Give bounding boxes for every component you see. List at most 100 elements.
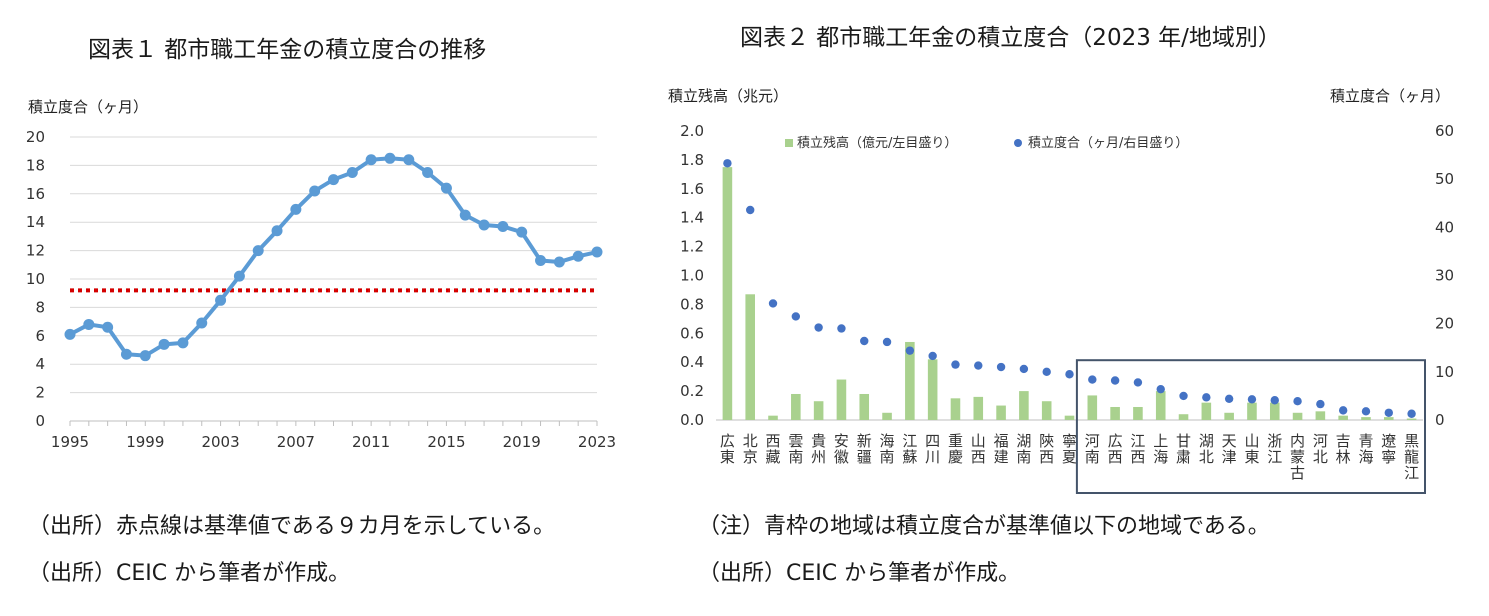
fig1-data-point <box>196 317 208 329</box>
fig1-series-line <box>69 156 598 358</box>
fig2-category-label: 内蒙古 <box>1290 432 1305 482</box>
fig1-data-point <box>535 255 547 267</box>
fig2-bar <box>859 393 870 420</box>
fig2-dot <box>1133 378 1143 387</box>
fig2-dot <box>1179 391 1188 401</box>
fig1-data-point <box>177 337 189 349</box>
fig2-legend-label-dot: 積立度合（ヶ月/右目盛り） <box>1028 135 1188 151</box>
fig2-category-label: 江西 <box>1130 432 1145 466</box>
fig1-data-point <box>440 182 452 194</box>
fig1-data-point <box>422 167 434 178</box>
fig2-left-tick-label: 0.0 <box>680 411 704 429</box>
fig2-category-label: 陝西 <box>1039 432 1054 466</box>
fig2-dot <box>928 351 937 361</box>
fig2-bar <box>1201 402 1212 420</box>
fig2-left-tick-label: 0.2 <box>680 382 704 400</box>
fig2-bar <box>1406 418 1417 420</box>
fig2-dot <box>996 362 1006 372</box>
fig1-y-tick-label: 6 <box>35 327 45 345</box>
fig1-data-point <box>139 350 151 362</box>
fig2-category-label: 湖南 <box>1016 432 1031 466</box>
fig1-x-tick-label: 1995 <box>51 433 89 451</box>
fig2-left-tick-label: 1.6 <box>680 180 704 198</box>
fig2-dot <box>1316 399 1325 409</box>
fig2-bar <box>1384 417 1394 420</box>
fig2-bar <box>950 398 961 420</box>
fig1-data-point <box>102 321 114 333</box>
fig2-category-label: 浙江 <box>1267 432 1282 466</box>
fig1-data-point <box>478 219 490 231</box>
fig2-bar <box>791 393 801 420</box>
fig2-category-label: 黒龍江 <box>1404 432 1419 482</box>
fig2-dot <box>1247 395 1257 404</box>
fig2-right-tick-label: 40 <box>1435 218 1454 236</box>
fig2-bar <box>836 379 847 420</box>
fig2-bar <box>905 341 915 420</box>
fig2-dot <box>974 361 983 370</box>
fig2-category-label: 広西 <box>1108 432 1123 466</box>
fig2-category-label: 海南 <box>880 432 895 466</box>
fig2-bar <box>882 412 892 420</box>
fig1-data-point <box>83 318 95 330</box>
fig1-x-tick-label: 2023 <box>578 433 616 451</box>
fig2-note-1: （注）青枠の地域は積立度合が基準値以下の地域である。 <box>698 514 1270 539</box>
fig1-line-chart: 積立度合（ヶ月） 0 2 4 6 8 10 12 14 16 18 20 1995 1999 2003 200… <box>26 98 616 451</box>
fig2-left-axis-label: 積立残高（兆元） <box>668 87 788 105</box>
fig2-dot <box>860 336 869 346</box>
fig2-category-label: 四川 <box>925 432 940 466</box>
fig2-title: 図表２ 都市職工年金の積立度合（2023 年/地域別） <box>740 25 1281 51</box>
fig2-category-label: 湖北 <box>1199 432 1214 466</box>
fig2-dot <box>1270 396 1279 405</box>
fig1-y-axis-label: 積立度合（ヶ月） <box>28 98 148 116</box>
fig2-bar <box>1247 402 1257 420</box>
fig1-data-point <box>252 245 264 257</box>
fig1-data-point <box>497 220 509 232</box>
fig2-category-label: 安徽 <box>834 432 849 466</box>
fig2-bar <box>1041 401 1052 420</box>
fig1-data-point <box>328 174 339 186</box>
fig1-y-tick-label: 14 <box>26 213 45 231</box>
fig2-right-tick-label: 60 <box>1435 122 1454 140</box>
fig1-data-point <box>403 154 415 166</box>
fig2-category-label: 遼寧 <box>1381 432 1396 466</box>
fig2-bar <box>1087 395 1098 420</box>
fig2-category-label: 江蘇 <box>902 432 917 466</box>
fig2-category-label: 河南 <box>1085 432 1100 466</box>
fig2-left-tick-label: 1.2 <box>680 238 704 256</box>
fig2-dot <box>723 159 732 168</box>
fig2-right-tick-label: 50 <box>1435 170 1454 188</box>
fig1-y-tick-label: 0 <box>35 412 45 430</box>
fig2-bar <box>996 405 1006 420</box>
fig2-bar <box>1133 406 1143 420</box>
fig1-data-point <box>271 225 283 237</box>
fig2-legend-swatch-dot <box>1014 139 1022 147</box>
fig2-bar <box>813 401 824 420</box>
fig1-data-point <box>591 246 603 258</box>
fig1-data-point <box>516 226 528 238</box>
fig1-data-point <box>365 154 377 166</box>
fig2-legend-label-bar: 積立残高（億元/左目盛り） <box>797 135 957 151</box>
fig2-category-label: 新疆 <box>857 432 872 466</box>
fig2-bar <box>1110 406 1120 420</box>
fig2-category-label: 重慶 <box>948 432 963 466</box>
fig2-category-label: 天津 <box>1222 432 1237 466</box>
fig1-y-tick-label: 16 <box>26 185 45 203</box>
fig2-highlight-box <box>1075 359 1426 495</box>
fig1-data-point <box>290 203 302 215</box>
fig2-bar <box>1178 414 1189 420</box>
fig1-data-point <box>233 270 245 282</box>
fig1-y-tick-label: 2 <box>35 384 45 402</box>
fig1-x-tick-label: 2007 <box>277 433 315 451</box>
fig2-bar <box>1269 402 1280 420</box>
fig2-bar <box>1292 412 1303 420</box>
fig2-bar <box>745 294 755 420</box>
fig2-left-tick-label: 0.6 <box>680 324 704 342</box>
fig2-dot <box>746 205 755 215</box>
fig1-data-point <box>384 152 396 164</box>
fig2-category-label: 甘粛 <box>1176 432 1191 466</box>
fig2-dot <box>1110 376 1120 385</box>
fig2-dot <box>1338 406 1348 415</box>
fig1-data-point <box>64 328 76 340</box>
fig2-category-label: 青海 <box>1358 432 1373 466</box>
fig2-left-tick-label: 1.8 <box>680 151 704 169</box>
